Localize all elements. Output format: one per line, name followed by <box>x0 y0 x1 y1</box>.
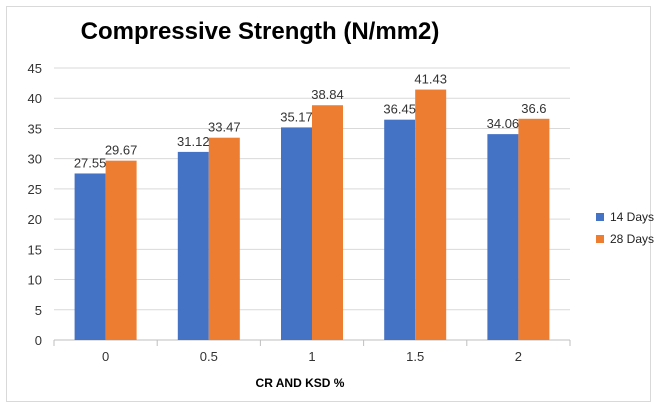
y-tick-label: 15 <box>28 242 42 257</box>
y-tick-label: 35 <box>28 121 42 136</box>
y-tick-labels: 0 5 10 15 20 25 30 35 40 45 <box>28 61 42 348</box>
y-tick-label: 40 <box>28 91 42 106</box>
legend-swatch-14-days <box>596 213 604 221</box>
data-label: 36.45 <box>383 102 416 117</box>
x-tick-label: 0 <box>102 349 109 364</box>
data-label: 27.55 <box>74 155 107 170</box>
data-label: 34.06 <box>487 116 520 131</box>
y-tick-label: 25 <box>28 182 42 197</box>
data-label: 29.67 <box>105 143 138 158</box>
legend-item-28-days: 28 Days <box>596 228 654 250</box>
bar-28-days <box>208 137 240 340</box>
legend-swatch-28-days <box>596 235 604 243</box>
x-axis <box>53 339 571 346</box>
y-tick-label: 45 <box>28 61 42 76</box>
bar-28-days <box>105 160 137 340</box>
x-tick-label: 1 <box>308 349 315 364</box>
y-tick-label: 10 <box>28 273 42 288</box>
y-tick-label: 5 <box>35 303 42 318</box>
x-tick-label: 0.5 <box>200 349 218 364</box>
legend-label-28-days: 28 Days <box>610 232 655 246</box>
bar-14-days <box>281 127 312 340</box>
data-label: 31.12 <box>177 134 210 149</box>
x-tick-labels: 0 0.5 1 1.5 2 <box>102 349 522 364</box>
data-label: 41.43 <box>414 72 447 87</box>
y-tick-label: 30 <box>28 152 42 167</box>
legend: 14 Days 28 Days <box>596 206 654 250</box>
legend-item-14-days: 14 Days <box>596 206 654 228</box>
y-tick-label: 0 <box>35 333 42 348</box>
bar-28-days <box>415 89 447 340</box>
bar-28-days <box>312 105 343 340</box>
bar-14-days <box>384 119 416 341</box>
data-label: 36.6 <box>521 101 546 116</box>
chart-title: Compressive Strength (N/mm2) <box>80 18 440 45</box>
bar-14-days <box>74 173 106 340</box>
x-tick-label: 2 <box>515 349 522 364</box>
legend-label-14-days: 14 Days <box>610 210 655 224</box>
bar-14-days <box>487 134 519 340</box>
bar-28-days <box>518 118 550 340</box>
x-tick-label: 1.5 <box>406 349 424 364</box>
data-label: 35.17 <box>280 109 313 124</box>
data-label: 38.84 <box>311 87 344 102</box>
bar-14-days <box>177 151 209 340</box>
x-axis-title: CR AND KSD % <box>255 376 345 390</box>
bars <box>74 89 550 341</box>
data-label: 33.47 <box>208 120 241 135</box>
y-tick-label: 20 <box>28 212 42 227</box>
